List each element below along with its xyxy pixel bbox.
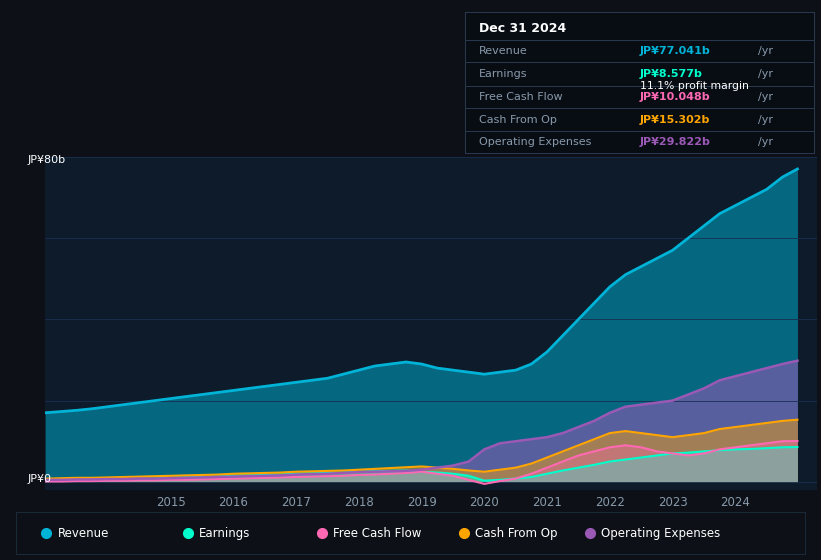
Text: Earnings: Earnings bbox=[479, 69, 527, 79]
Text: JP¥0: JP¥0 bbox=[27, 474, 51, 484]
Text: Free Cash Flow: Free Cash Flow bbox=[479, 92, 562, 102]
Text: Free Cash Flow: Free Cash Flow bbox=[333, 527, 422, 540]
Text: Operating Expenses: Operating Expenses bbox=[601, 527, 721, 540]
Text: Revenue: Revenue bbox=[57, 527, 108, 540]
Text: /yr: /yr bbox=[759, 137, 773, 147]
Text: Dec 31 2024: Dec 31 2024 bbox=[479, 22, 566, 35]
Text: JP¥77.041b: JP¥77.041b bbox=[640, 46, 710, 56]
Text: /yr: /yr bbox=[759, 115, 773, 125]
Text: /yr: /yr bbox=[759, 46, 773, 56]
Text: Cash From Op: Cash From Op bbox=[479, 115, 557, 125]
Text: JP¥80b: JP¥80b bbox=[27, 155, 65, 165]
Text: Earnings: Earnings bbox=[200, 527, 250, 540]
Text: JP¥29.822b: JP¥29.822b bbox=[640, 137, 710, 147]
Text: /yr: /yr bbox=[759, 92, 773, 102]
Text: JP¥15.302b: JP¥15.302b bbox=[640, 115, 710, 125]
Text: /yr: /yr bbox=[759, 69, 773, 79]
Text: Operating Expenses: Operating Expenses bbox=[479, 137, 591, 147]
Text: Revenue: Revenue bbox=[479, 46, 527, 56]
Text: JP¥10.048b: JP¥10.048b bbox=[640, 92, 710, 102]
Text: 11.1% profit margin: 11.1% profit margin bbox=[640, 81, 749, 91]
Text: Cash From Op: Cash From Op bbox=[475, 527, 557, 540]
Text: JP¥8.577b: JP¥8.577b bbox=[640, 69, 703, 79]
